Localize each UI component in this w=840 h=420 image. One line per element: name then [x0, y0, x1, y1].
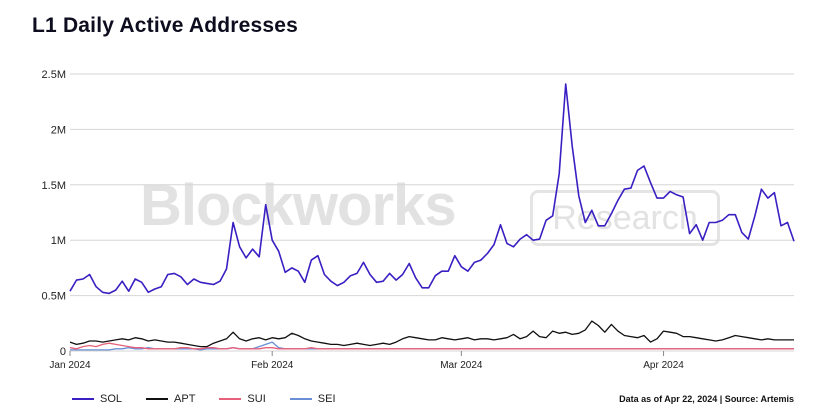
legend-label-sol: SOL [100, 393, 123, 405]
chart-title: L1 Daily Active Addresses [32, 14, 299, 37]
x-tick-label: Mar 2024 [440, 360, 483, 371]
legend-item-sei[interactable]: SEI [289, 393, 336, 405]
legend-swatch-sei [289, 398, 312, 400]
source-note: Data as of Apr 22, 2024 | Source: Artemi… [619, 394, 794, 404]
legend-label-apt: APT [174, 393, 196, 405]
x-tick-label: Apr 2024 [643, 360, 684, 371]
legend-item-apt[interactable]: APT [146, 393, 195, 405]
x-tick-label: Jan 2024 [49, 360, 91, 371]
y-tick-label: 2.5M [42, 69, 66, 81]
y-tick-label: 1.5M [42, 180, 66, 192]
y-tick-label: 0.5M [42, 291, 66, 303]
y-tick-label: 2M [51, 124, 66, 136]
legend-label-sei: SEI [317, 393, 336, 405]
y-tick-label: 0 [60, 346, 66, 358]
y-tick-label: 1M [51, 235, 66, 247]
series-line-sol [69, 83, 795, 295]
legend-item-sol[interactable]: SOL [72, 393, 122, 405]
legend-swatch-apt [146, 398, 169, 400]
watermark-brand: Blockworks [140, 173, 457, 238]
series-line-sui [69, 342, 794, 350]
legend-swatch-sui [219, 398, 242, 400]
series-line-apt [69, 320, 794, 348]
legend: SOL APT SUI SEI [72, 393, 336, 405]
legend-swatch-sol [72, 398, 94, 400]
x-tick-label: Feb 2024 [251, 360, 294, 371]
legend-item-sui[interactable]: SUI [219, 393, 266, 405]
watermark-badge: Research [530, 190, 720, 246]
legend-label-sui: SUI [247, 393, 266, 405]
